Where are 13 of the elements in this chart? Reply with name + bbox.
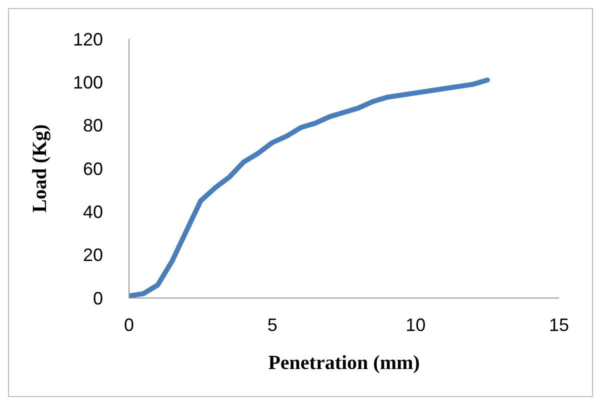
y-tick-label: 80 (82, 116, 103, 136)
y-tick-label: 0 (92, 288, 103, 308)
y-axis-title: Load (Kg) (29, 124, 52, 213)
y-tick-label: 100 (72, 72, 103, 93)
x-tick-label: 0 (124, 314, 134, 335)
y-tick-label: 120 (72, 29, 103, 50)
x-tick-label: 5 (267, 314, 278, 335)
x-axis-title: Penetration (mm) (268, 352, 420, 374)
y-tick-label: 40 (82, 202, 103, 222)
y-tick-label: 60 (82, 158, 103, 179)
x-tick-label: 10 (406, 314, 426, 335)
x-tick-label: 15 (548, 314, 570, 335)
y-tick-label: 20 (82, 245, 103, 266)
